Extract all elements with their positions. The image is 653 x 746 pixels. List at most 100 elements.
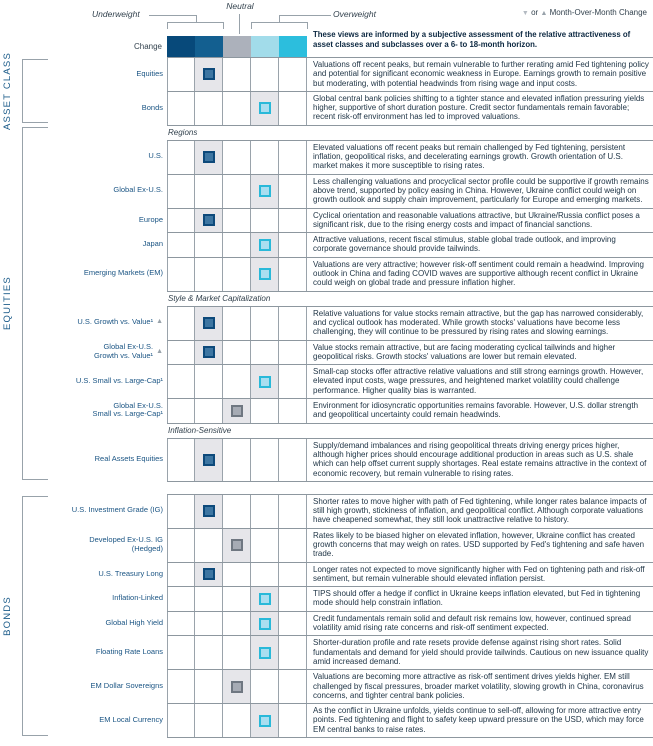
marker-underweight: [202, 568, 215, 581]
table-row: U.S. Treasury Long Longer rates not expec…: [56, 561, 653, 587]
row-label: Global High Yield: [105, 617, 163, 627]
scale-block-1: [167, 36, 195, 57]
row-label: Real Assets Equities: [94, 453, 163, 463]
table-row: Bonds Global central bank policies shifti…: [56, 90, 653, 125]
commentary-text: Cyclical orientation and reasonable valu…: [307, 207, 653, 233]
commentary-text: Rates likely to be biased higher on elev…: [307, 527, 653, 562]
grid-cell-3: [223, 306, 251, 340]
grid-cell-1: [167, 562, 195, 587]
underweight-label: Underweight: [92, 9, 140, 19]
commentary-text: Longer rates not expected to move signif…: [307, 561, 653, 587]
grid-cell-1: [167, 340, 195, 365]
grid-cell-5: [279, 365, 307, 399]
grid-cell-3: [223, 636, 251, 670]
marker-overweight: [258, 646, 271, 659]
marker-neutral: [230, 680, 243, 693]
commentary-text: Small-cap stocks offer attractive relati…: [307, 364, 653, 398]
section-rail: ASSET CLASS: [0, 52, 56, 130]
row-label: Europe: [138, 214, 163, 224]
underweight-bracket: [167, 22, 224, 29]
commentary-text: Supply/demand imbalances and rising geop…: [307, 437, 653, 481]
grid-cell-2: [195, 174, 223, 208]
row-label-cell: Developed Ex-U.S. IG (Hedged): [56, 528, 167, 562]
marker-underweight: [202, 214, 215, 227]
grid-cell-3: [223, 528, 251, 562]
grid-cell-3: [223, 257, 251, 291]
grid-cell-1: [167, 140, 195, 174]
grid-cell-4: [251, 494, 279, 528]
grid-cell-4: [251, 174, 279, 208]
row-label-cell: Inflation-Linked: [56, 586, 167, 611]
grid-cell-5: [279, 528, 307, 562]
row-label-cell: [56, 291, 167, 306]
scale-block-4: [251, 36, 279, 57]
grid-cell-5: [279, 306, 307, 340]
grid-cell-2: [195, 208, 223, 233]
table-row: U.S. Small vs. Large-Cap¹ Small-cap stock…: [56, 364, 653, 399]
grid-cell-1: [167, 58, 195, 91]
row-label-cell: U.S.: [56, 140, 167, 174]
marker-overweight: [258, 617, 271, 630]
section-label: EQUITIES: [2, 276, 13, 331]
grid-cell-5: [279, 494, 307, 528]
row-label-cell: [56, 125, 167, 140]
grid-cell-5: [279, 91, 307, 125]
grid-cell-2: [195, 670, 223, 704]
row-label: EM Dollar Sovereigns: [90, 680, 163, 690]
weight-grid: [167, 703, 307, 738]
grid-cell-4: [251, 233, 279, 257]
scale-block-3: [223, 36, 251, 57]
table-row: Global High Yield Credit fundamentals rem…: [56, 610, 653, 636]
grid-cell-1: [167, 438, 195, 481]
marker-underweight: [202, 68, 215, 81]
commentary-text: Value stocks remain attractive, but are …: [307, 339, 653, 365]
grid-cell-4: [251, 140, 279, 174]
grid-cell-4: [251, 91, 279, 125]
grid-cell-5: [279, 611, 307, 636]
commentary-text: Attractive valuations, recent fiscal sti…: [307, 232, 653, 257]
grid-cell-4: [251, 208, 279, 233]
grid-cell-5: [279, 174, 307, 208]
grid-cell-5: [279, 399, 307, 423]
grid-cell-1: [167, 306, 195, 340]
grid-cell-2: [195, 438, 223, 481]
marker-underweight: [202, 505, 215, 518]
weight-grid: [167, 437, 307, 481]
grid-cell-1: [167, 587, 195, 611]
change-label: Change: [133, 42, 162, 51]
down-triangle-icon: ▼: [521, 10, 529, 17]
section-rail: EQUITIES: [0, 125, 56, 482]
grid-cell-2: [195, 306, 223, 340]
table-row: U.S. Investment Grade (IG) Shorter rates …: [56, 493, 653, 528]
section-bottom-line: [167, 480, 653, 482]
grid-cell-1: [167, 208, 195, 233]
grid-cell-4: [251, 365, 279, 399]
weight-grid: [167, 527, 307, 562]
commentary-text: Valuations are very attractive; however …: [307, 256, 653, 291]
section-asset-class: ASSET CLASS Equities Valuations off recent…: [0, 52, 653, 130]
marker-underweight: [202, 151, 215, 164]
table-row: EM Local Currency As the conflict in Ukra…: [56, 703, 653, 738]
subheader-label: Regions: [167, 124, 653, 140]
row-label-cell: EM Dollar Sovereigns: [56, 669, 167, 703]
grid-cell-3: [223, 438, 251, 481]
mom-change-legend: ▼ or ▲ Month-Over-Month Change: [522, 8, 647, 17]
grid-cell-4: [251, 704, 279, 738]
grid-cell-4: [251, 636, 279, 670]
commentary-text: Valuations off recent peaks, but remain …: [307, 57, 653, 91]
grid-cell-4: [251, 528, 279, 562]
grid-cell-3: [223, 233, 251, 257]
commentary-text: TIPS should offer a hedge if conflict in…: [307, 586, 653, 611]
grid-cell-4: [251, 340, 279, 365]
table-row: Global Ex-U.S. Growth vs. Value¹ ▲ Value s…: [56, 339, 653, 365]
section-bonds: BONDS U.S. Investment Grade (IG) Shorter r…: [0, 493, 653, 739]
row-label-cell: Equities: [56, 57, 167, 91]
section-bracket: [22, 495, 48, 737]
grid-cell-1: [167, 365, 195, 399]
grid-cell-4: [251, 399, 279, 423]
overweight-connector-riser: [279, 15, 280, 22]
row-label: Floating Rate Loans: [95, 647, 163, 656]
table-row: Real Assets Equities Supply/demand imbala…: [56, 437, 653, 481]
subheader-label: Style & Market Capitalization: [167, 290, 653, 306]
